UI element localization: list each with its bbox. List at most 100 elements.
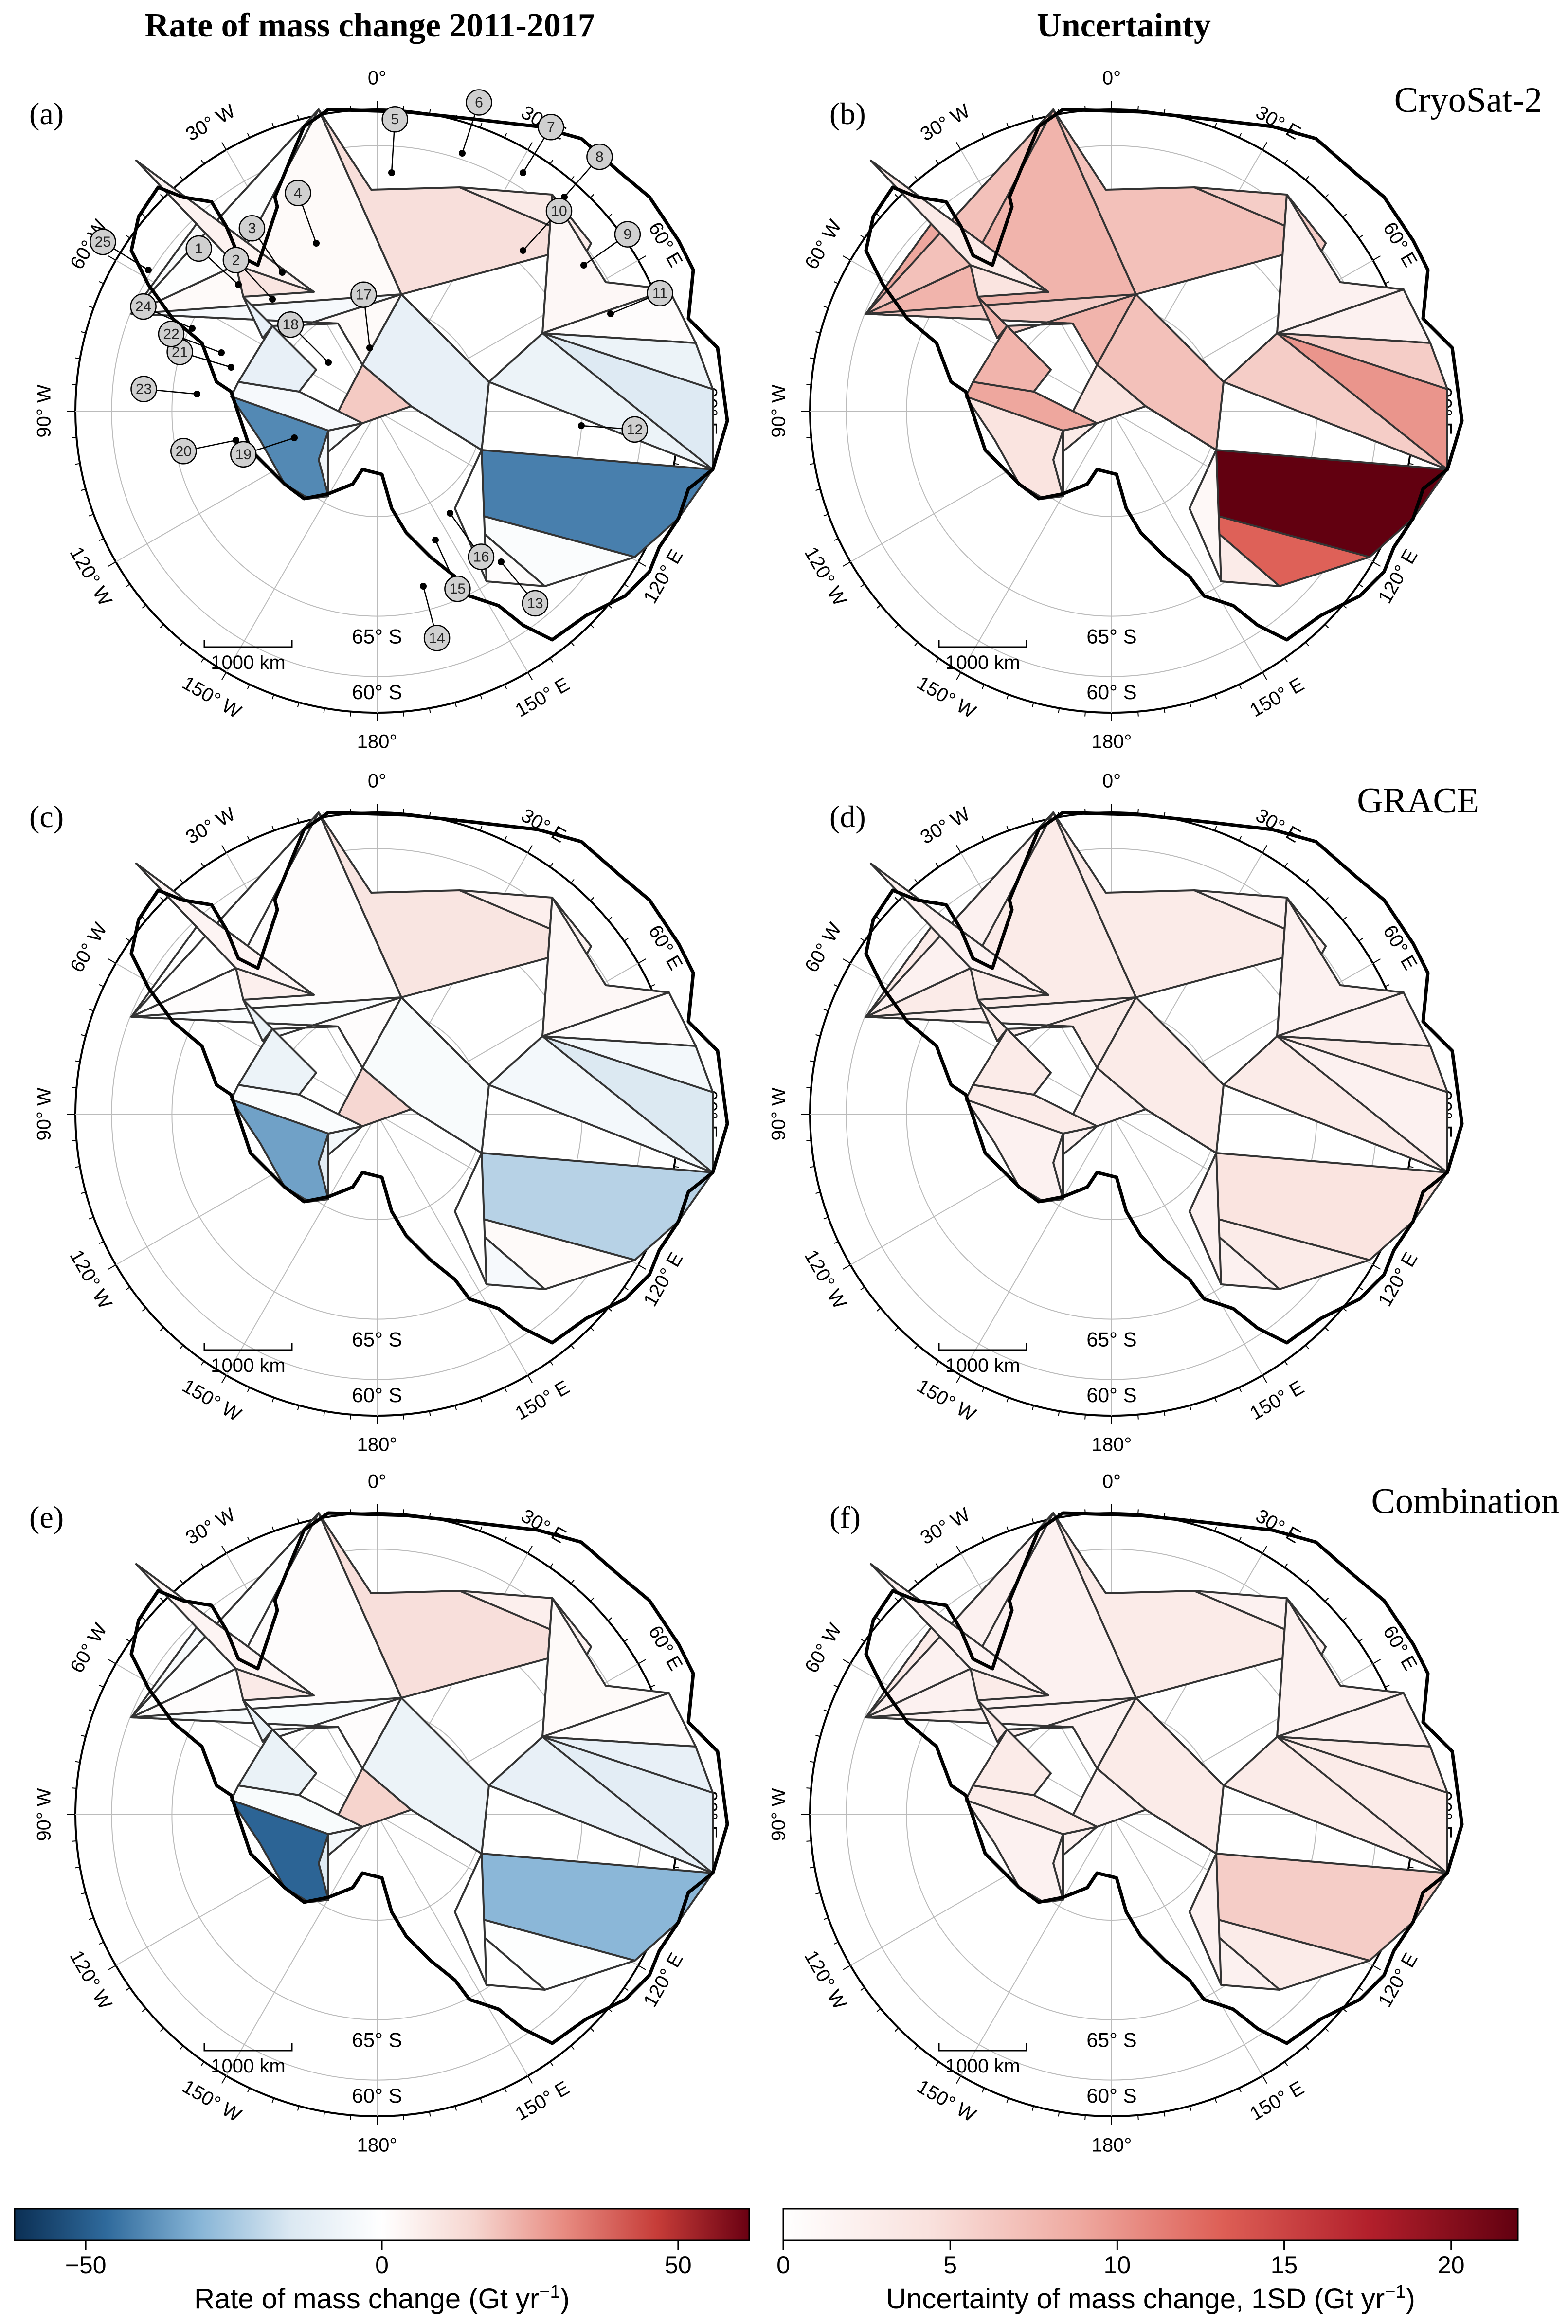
longitude-label: 180° — [357, 1434, 397, 1456]
frame-tick — [1305, 176, 1309, 180]
callout-dot — [218, 349, 225, 356]
callout-badge — [522, 590, 549, 617]
basins — [865, 811, 1448, 1290]
scale-bar — [203, 1343, 293, 1351]
latitude-label-60: 60° S — [1086, 1384, 1136, 1406]
scale-bar-label: 1000 km — [945, 652, 1020, 673]
callout-dot — [447, 510, 453, 517]
longitude-label: 150° E — [1246, 673, 1308, 721]
basin-callouts: 1234567891011121314151617181920212223242… — [90, 89, 673, 651]
basin-number: 22 — [163, 326, 179, 342]
longitude-label: 30° W — [917, 100, 973, 145]
longitude-label: 90° W — [768, 384, 790, 438]
frame-tick — [142, 1617, 146, 1621]
frame-tick — [142, 604, 146, 609]
callout-dot — [194, 391, 200, 397]
callout-dot — [520, 247, 526, 254]
frame-tick — [956, 1375, 961, 1383]
frame-tick — [1031, 1405, 1034, 1410]
frame-tick — [1305, 2045, 1309, 2050]
frame-tick — [674, 1866, 679, 1869]
frame-tick — [480, 1397, 483, 1403]
frame-tick — [590, 624, 595, 629]
frame-tick — [142, 214, 146, 218]
frame-tick — [1163, 708, 1166, 713]
longitude-label: 120° W — [800, 543, 851, 610]
frame-tick — [200, 1563, 205, 1568]
colorbar-tick-label: −50 — [65, 2252, 107, 2279]
frame-tick — [1324, 194, 1329, 198]
frame-tick — [981, 1387, 985, 1392]
frame-tick — [99, 984, 104, 987]
callout-badge — [614, 221, 641, 248]
callout-dot — [228, 364, 234, 371]
frame-tick — [1214, 123, 1217, 128]
scale-bar-label: 1000 km — [945, 1355, 1020, 1376]
frame-tick — [981, 684, 985, 689]
frame-tick — [89, 1709, 94, 1712]
frame-tick — [1358, 1286, 1363, 1291]
frame-tick — [297, 1518, 300, 1524]
frame-tick — [1284, 2061, 1288, 2066]
longitude-label: 150° W — [179, 2076, 245, 2126]
frame-tick — [527, 1546, 533, 1554]
frame-tick — [810, 1866, 815, 1869]
frame-tick — [99, 1942, 104, 1945]
latitude-label-60: 60° S — [352, 681, 402, 703]
basin-number: 19 — [235, 447, 252, 463]
frame-tick — [1408, 463, 1414, 465]
frame-tick — [200, 658, 205, 663]
latitude-label-60: 60° S — [1086, 2084, 1136, 2107]
callout-dot — [520, 169, 526, 176]
frame-tick — [608, 214, 613, 218]
frame-tick — [160, 1327, 164, 1332]
frame-tick — [935, 863, 939, 867]
basin-11 — [1276, 1035, 1448, 1173]
callout-dot — [432, 537, 439, 543]
colorbar-tick-label: 10 — [1104, 2252, 1131, 2279]
frame-tick — [527, 2075, 533, 2084]
basin-number: 10 — [551, 203, 567, 219]
callout-badge — [130, 376, 157, 402]
frame-tick — [504, 836, 507, 841]
frame-tick — [1006, 1526, 1009, 1531]
frame-tick — [624, 583, 629, 588]
frame-tick — [956, 845, 961, 853]
frame-tick — [590, 1597, 595, 1602]
frame-tick — [160, 624, 164, 629]
longitude-label: 30° W — [917, 803, 973, 848]
frame-tick — [823, 514, 829, 517]
frame-tick — [200, 160, 205, 164]
frame-tick — [1031, 115, 1034, 120]
callout-badge — [285, 180, 311, 206]
frame-tick — [1262, 1546, 1267, 1554]
frame-tick — [1262, 845, 1267, 853]
frame-tick — [810, 1761, 815, 1763]
scale-bar — [203, 640, 293, 648]
frame-tick — [271, 826, 274, 831]
frame-tick — [99, 281, 104, 284]
frame-tick — [860, 937, 865, 942]
frame-tick — [638, 255, 646, 261]
frame-tick — [454, 1405, 457, 1410]
coastline — [864, 1511, 1464, 2045]
basin-number: 11 — [652, 286, 667, 302]
frame-tick — [1214, 1397, 1217, 1403]
frame-tick — [160, 897, 164, 901]
callout-badge — [230, 441, 257, 468]
frame-tick — [935, 1361, 939, 1366]
frame-tick — [1189, 1405, 1192, 1410]
colorbar-tick-label: 20 — [1438, 2252, 1465, 2279]
frame-tick — [590, 1327, 595, 1332]
callout-badge — [238, 215, 266, 242]
frame-tick — [590, 897, 595, 901]
frame-tick — [823, 1709, 829, 1712]
frame-tick — [480, 826, 483, 831]
basin-15 — [1189, 1853, 1222, 1986]
frame-tick — [200, 2061, 205, 2066]
longitude-label: 30° E — [1252, 102, 1304, 144]
frame-tick — [99, 538, 104, 541]
